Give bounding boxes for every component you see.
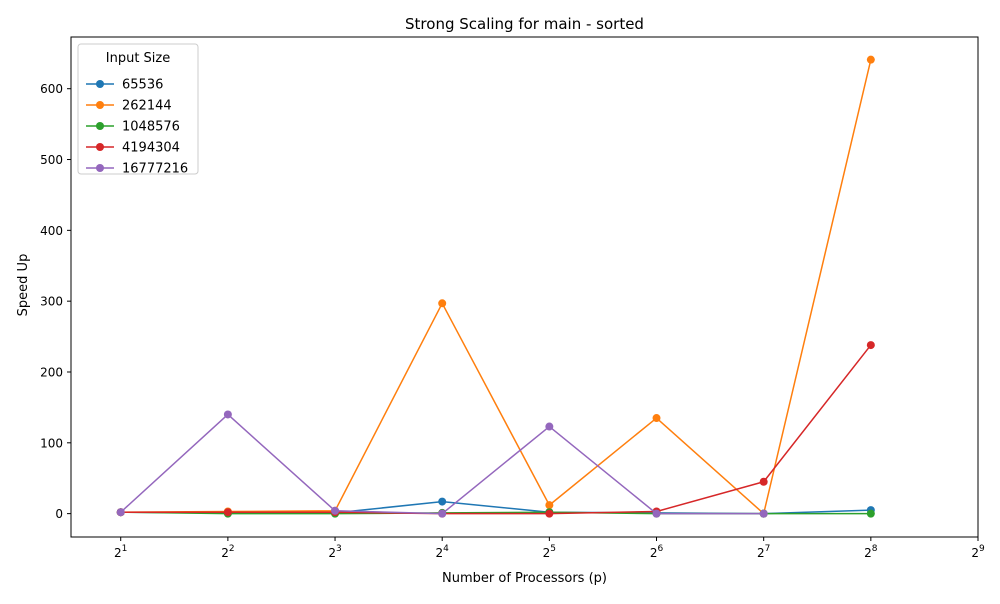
legend-label: 4194304 <box>122 141 180 156</box>
y-axis-label: Speed Up <box>16 254 31 317</box>
data-point <box>652 509 661 518</box>
legend-marker <box>96 80 104 88</box>
x-tick-label: 29 <box>971 544 985 560</box>
y-tick-label: 600 <box>40 82 63 96</box>
x-tick-label: 22 <box>221 544 234 560</box>
y-tick-label: 0 <box>55 507 63 521</box>
legend-marker <box>96 143 104 151</box>
data-point <box>545 422 554 431</box>
data-point <box>438 509 447 518</box>
y-tick-label: 200 <box>40 365 63 379</box>
series-line <box>120 344 872 515</box>
data-point <box>759 477 768 486</box>
series-4194304 <box>116 341 875 518</box>
legend-marker <box>96 101 104 109</box>
x-tick-label: 21 <box>114 544 127 560</box>
legend-label: 262144 <box>122 99 172 114</box>
legend-title: Input Size <box>106 51 170 66</box>
legend-marker <box>96 164 104 172</box>
data-point <box>545 501 554 510</box>
data-point <box>652 414 661 423</box>
legend-label: 1048576 <box>122 120 180 135</box>
data-point <box>866 509 875 518</box>
x-axis-label: Number of Processors (p) <box>442 571 607 586</box>
y-tick-label: 500 <box>40 153 63 167</box>
legend-box <box>77 43 199 175</box>
chart-title: Strong Scaling for main - sorted <box>405 15 644 33</box>
legend-marker <box>96 122 104 130</box>
x-tick-label: 26 <box>650 544 664 560</box>
data-point <box>866 341 875 350</box>
data-point <box>438 497 447 506</box>
series-262144 <box>116 55 875 518</box>
data-point <box>545 509 554 518</box>
y-tick-label: 300 <box>40 295 63 309</box>
legend-label: 65536 <box>122 78 163 93</box>
data-point <box>116 508 125 517</box>
x-tick-label: 25 <box>543 544 556 560</box>
x-tick-label: 27 <box>757 544 770 560</box>
series-16777216 <box>116 410 768 518</box>
plot-frame <box>70 36 979 538</box>
data-point <box>331 506 340 515</box>
x-tick-label: 23 <box>328 544 341 560</box>
x-tick-label: 28 <box>864 544 878 560</box>
legend: Input Size 65536 262144 1048576 4194304 16777… <box>77 43 199 177</box>
data-point <box>759 509 768 518</box>
legend-label: 16777216 <box>122 162 188 177</box>
series-line <box>120 59 872 515</box>
data-point <box>223 508 232 517</box>
y-tick-label: 400 <box>40 224 63 238</box>
data-point <box>438 299 447 308</box>
x-tick-label: 24 <box>436 544 450 560</box>
y-tick-label: 100 <box>40 436 63 450</box>
data-point <box>866 55 875 64</box>
data-point <box>223 410 232 419</box>
